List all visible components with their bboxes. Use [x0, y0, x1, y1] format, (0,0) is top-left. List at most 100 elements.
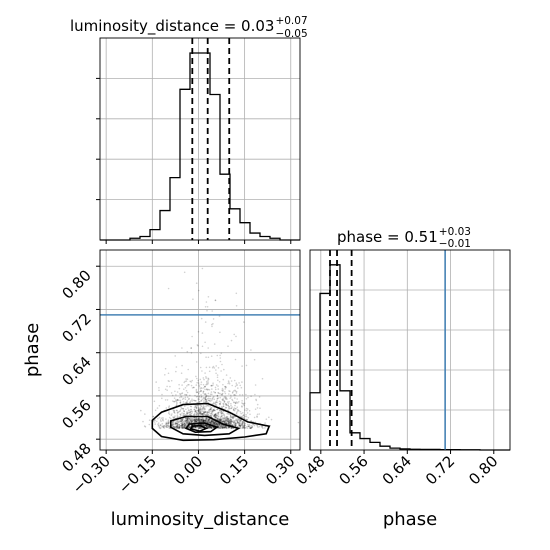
sample-point	[212, 318, 215, 320]
sample-point	[249, 427, 252, 430]
sample-point	[182, 423, 184, 425]
sample-point	[207, 419, 209, 422]
sample-point	[214, 416, 217, 418]
sample-point	[220, 419, 223, 421]
sample-point	[212, 420, 214, 423]
sample-point	[211, 420, 213, 422]
sample-point	[168, 380, 170, 383]
sample-point	[162, 416, 164, 419]
sample-point	[227, 402, 230, 405]
sample-point	[198, 408, 201, 411]
sample-point	[186, 400, 189, 402]
sample-point	[198, 420, 200, 422]
sample-point	[199, 410, 202, 413]
sample-point	[180, 422, 182, 425]
sample-point	[189, 419, 192, 422]
sample-point	[205, 425, 208, 428]
sample-point	[215, 404, 218, 406]
sample-point	[226, 416, 228, 419]
sample-point	[207, 426, 210, 429]
sample-point	[221, 426, 224, 428]
sample-point	[207, 381, 209, 383]
sample-point	[256, 413, 259, 416]
sample-point	[195, 409, 197, 412]
sample-point	[193, 419, 195, 422]
sample-point	[210, 420, 213, 422]
sample-point	[182, 427, 185, 430]
sample-point	[176, 415, 179, 418]
sample-point	[216, 424, 218, 426]
sample-point	[194, 405, 197, 408]
sample-point	[209, 421, 211, 424]
sample-point	[206, 411, 209, 414]
sample-point	[221, 427, 224, 430]
sample-point	[228, 420, 231, 422]
sample-point	[179, 419, 182, 422]
sample-point	[204, 423, 206, 426]
sample-point	[225, 426, 228, 428]
sample-point	[195, 419, 198, 422]
sample-point	[231, 384, 233, 387]
sample-point	[169, 385, 171, 388]
sample-point	[219, 360, 222, 363]
sample-point	[215, 414, 217, 417]
sample-point	[224, 385, 226, 388]
sample-point	[241, 420, 243, 423]
sample-point	[222, 410, 225, 413]
sample-point	[190, 421, 192, 423]
sample-point	[243, 426, 246, 429]
sample-point	[226, 427, 229, 429]
sample-point	[212, 384, 214, 386]
sample-point	[222, 420, 224, 422]
sample-point	[198, 417, 201, 420]
sample-point	[228, 390, 230, 392]
sample-point	[184, 380, 186, 383]
sample-point	[219, 427, 222, 430]
sample-point	[180, 413, 182, 416]
sample-point	[205, 425, 208, 428]
sample-point	[202, 420, 204, 422]
sample-point	[158, 387, 160, 389]
sample-point	[219, 419, 221, 422]
sample-point	[209, 400, 211, 403]
sample-point	[205, 401, 207, 403]
sample-point	[158, 404, 161, 407]
sample-point	[216, 424, 219, 426]
sample-point	[183, 426, 186, 428]
sample-point	[236, 406, 238, 409]
sample-point	[241, 381, 243, 383]
sample-point	[247, 396, 249, 399]
sample-point	[163, 425, 166, 427]
sample-point	[224, 391, 226, 393]
sample-point	[190, 419, 193, 421]
sample-point	[203, 419, 205, 421]
sample-point	[189, 411, 191, 414]
sample-point	[193, 412, 196, 415]
sample-point	[245, 364, 248, 367]
sample-point	[181, 419, 183, 421]
sample-point	[195, 418, 197, 421]
phase-y-tick-label: 0.64	[58, 353, 94, 389]
sample-point	[162, 425, 164, 427]
sample-point	[213, 343, 216, 345]
sample-point	[164, 425, 167, 428]
sample-point	[198, 421, 201, 423]
sample-point	[187, 417, 189, 420]
sample-point	[227, 380, 230, 382]
sample-point	[210, 421, 213, 423]
sample-point	[175, 399, 177, 401]
sample-point	[196, 419, 199, 422]
sample-point	[170, 417, 172, 420]
sample-point	[205, 380, 208, 383]
sample-point	[225, 422, 227, 425]
sample-point	[208, 425, 210, 428]
sample-point	[165, 422, 167, 425]
sample-point	[209, 408, 212, 410]
sample-point	[214, 421, 216, 423]
sample-point	[201, 413, 204, 416]
sample-point	[214, 414, 216, 417]
sample-point	[220, 426, 222, 429]
sample-point	[199, 409, 201, 411]
sample-point	[204, 397, 206, 399]
sample-point	[212, 410, 215, 412]
